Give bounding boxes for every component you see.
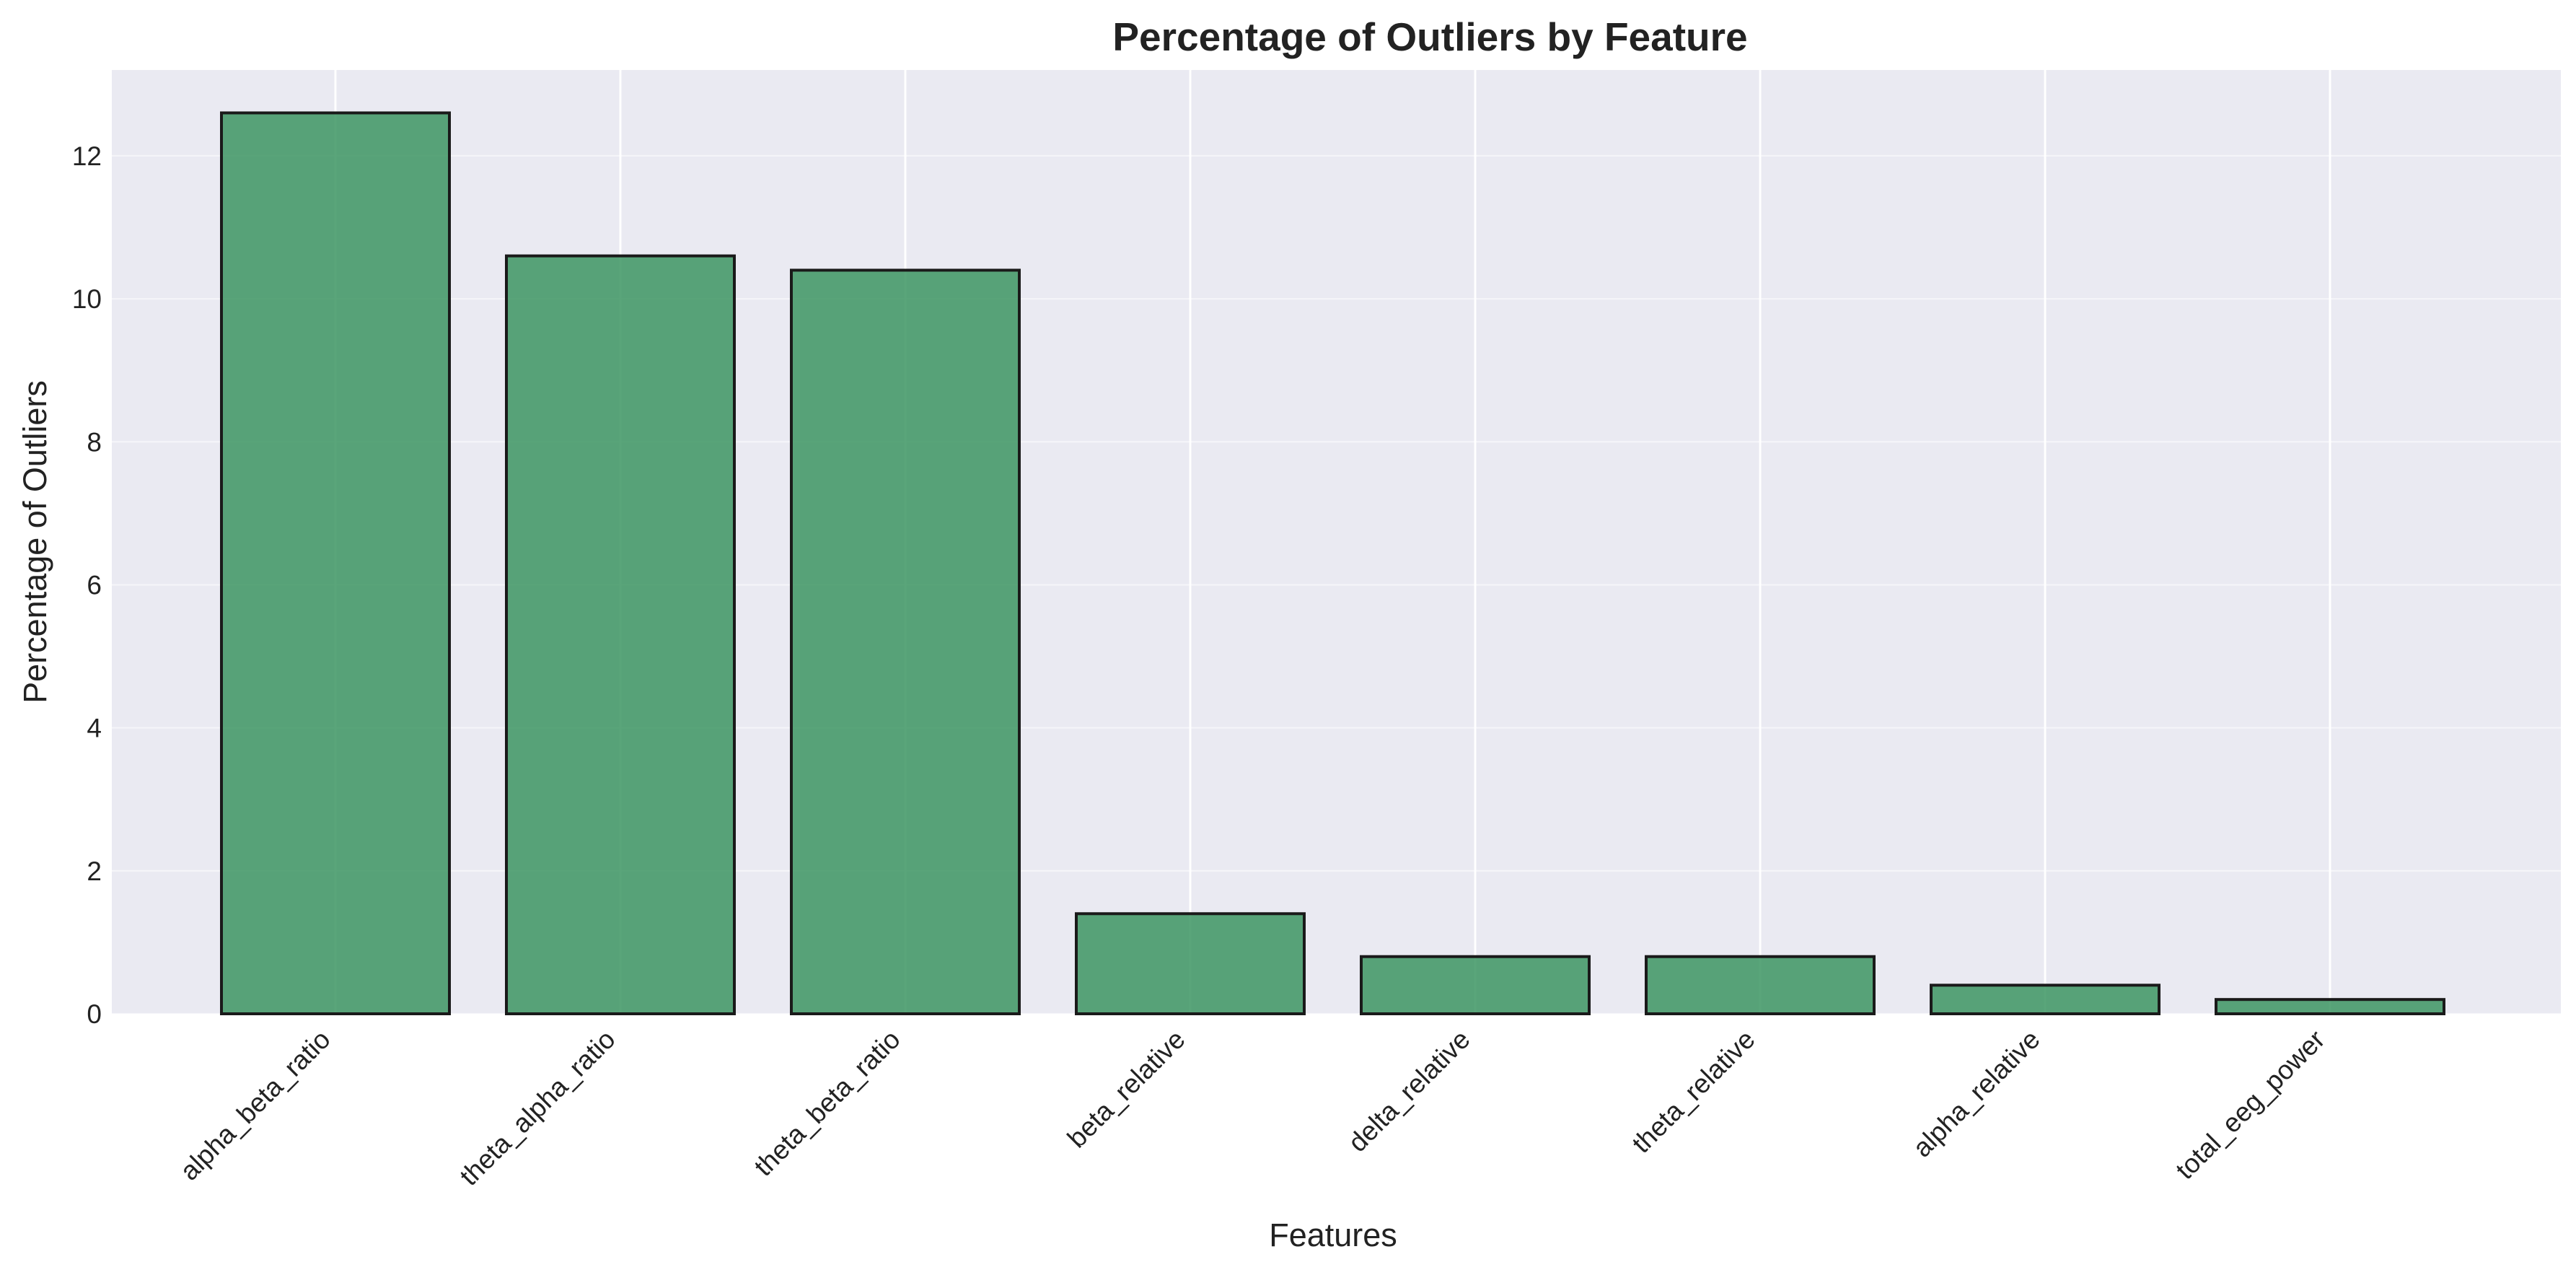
bars — [220, 111, 2445, 1016]
y-axis-ticks: 0 2 4 6 8 10 12 — [72, 141, 102, 1029]
x-tick-label: beta_relative — [1062, 1025, 1191, 1154]
x-tick-label: theta_beta_ratio — [749, 1025, 906, 1182]
chart-title: Percentage of Outliers by Feature — [1112, 14, 1747, 59]
y-tick-label: 8 — [87, 427, 102, 457]
x-tick-label: delta_relative — [1342, 1025, 1476, 1158]
y-tick-label: 6 — [87, 570, 102, 600]
x-tick-label: alpha_beta_ratio — [175, 1025, 336, 1186]
x-tick-label: total_eeg_power — [2170, 1025, 2330, 1185]
x-tick-label: alpha_relative — [1907, 1025, 2046, 1163]
y-tick-label: 10 — [72, 284, 102, 314]
y-axis-label: Percentage of Outliers — [17, 380, 53, 704]
plot-area — [112, 70, 2561, 1014]
y-tick-label: 0 — [87, 999, 102, 1029]
bar-theta_beta_ratio — [790, 268, 1021, 1015]
y-tick-label: 2 — [87, 856, 102, 886]
bar-beta_relative — [1075, 912, 1306, 1015]
x-axis-label: Features — [1269, 1217, 1397, 1253]
bar-alpha_relative — [1930, 983, 2160, 1016]
y-tick-label: 4 — [87, 714, 102, 743]
x-tick-label: theta_alpha_ratio — [454, 1025, 620, 1191]
bar-theta_alpha_ratio — [505, 254, 736, 1015]
x-tick-label: theta_relative — [1627, 1025, 1761, 1159]
bar-alpha_beta_ratio — [220, 111, 451, 1015]
bar-total_eeg_power — [2215, 998, 2445, 1015]
bar-theta_relative — [1645, 955, 1876, 1016]
y-tick-label: 12 — [72, 141, 102, 171]
bar-delta_relative — [1360, 955, 1591, 1016]
x-axis-ticks: alpha_beta_ratio theta_alpha_ratio theta_b… — [175, 1025, 2331, 1191]
